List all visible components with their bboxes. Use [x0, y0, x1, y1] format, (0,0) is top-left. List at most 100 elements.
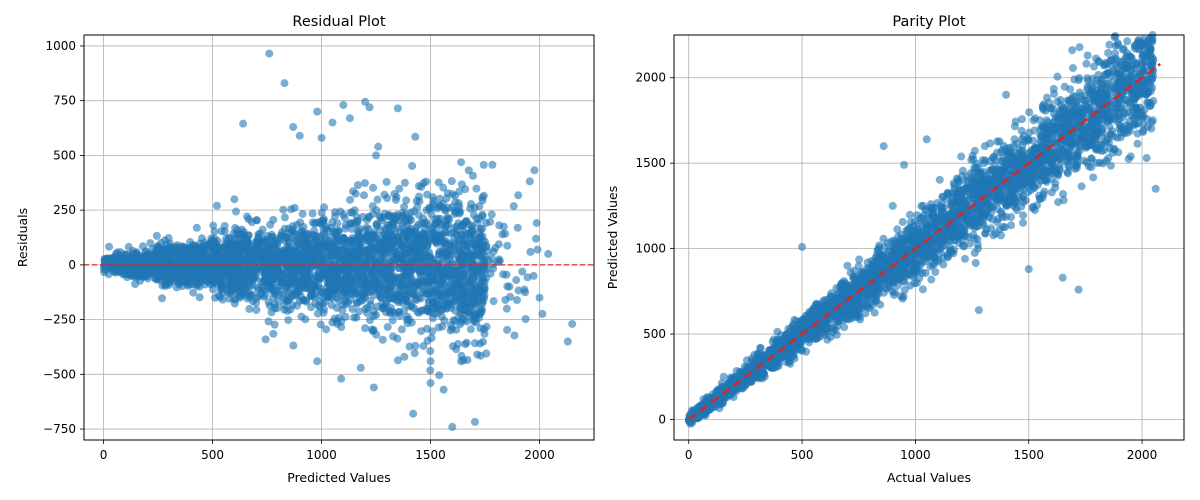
residual-point — [213, 271, 222, 280]
residual-point — [188, 271, 197, 280]
residual-point — [478, 196, 487, 205]
residual-point — [409, 409, 418, 418]
residual-point — [326, 233, 335, 242]
residual-point — [345, 114, 354, 123]
residual-point — [441, 293, 450, 302]
residual-point — [320, 239, 329, 248]
residual-point — [480, 252, 489, 261]
residual-point — [301, 283, 310, 292]
residual-point — [404, 231, 413, 240]
residual-point — [289, 122, 298, 131]
residual-point — [432, 234, 441, 243]
residual-point — [439, 183, 448, 192]
residual-point — [488, 160, 497, 169]
parity-point — [921, 268, 930, 277]
residual-point — [340, 244, 349, 253]
residual-point — [379, 268, 388, 277]
residual-y-tick-label: 250 — [53, 203, 76, 217]
residual-point — [373, 302, 382, 311]
residual-point — [470, 313, 479, 322]
residual-point — [422, 262, 431, 271]
residual-point — [295, 251, 304, 260]
residual-point — [224, 249, 233, 258]
residual-point — [334, 237, 343, 246]
residual-point — [286, 293, 295, 302]
residual-point — [473, 350, 482, 359]
residual-point — [494, 240, 503, 249]
residual-point — [373, 195, 382, 204]
residual-x-tick-label: 1000 — [306, 448, 337, 462]
residual-y-tick-label: −750 — [43, 422, 76, 436]
residual-point — [202, 252, 211, 261]
residual-point — [482, 349, 491, 358]
residual-point — [457, 357, 466, 366]
residual-point — [341, 253, 350, 262]
residual-point — [218, 276, 227, 285]
residual-point — [413, 307, 422, 316]
parity-point — [719, 372, 728, 381]
residual-point — [358, 212, 367, 221]
residual-point — [195, 293, 204, 302]
residual-point — [525, 177, 534, 186]
parity-point — [1025, 108, 1034, 117]
residual-point — [339, 263, 348, 272]
residual-point — [373, 246, 382, 255]
residual-point — [472, 184, 481, 193]
residual-point — [441, 300, 450, 309]
residual-point — [464, 166, 473, 175]
residual-point — [240, 272, 249, 281]
residual-point — [231, 207, 240, 216]
residual-point — [563, 337, 572, 346]
residual-point — [317, 208, 326, 217]
residual-point — [389, 332, 398, 341]
residual-point — [305, 246, 314, 255]
residual-point — [362, 223, 371, 232]
parity-point — [792, 317, 801, 326]
residual-point — [228, 255, 237, 264]
residual-point — [451, 293, 460, 302]
residual-point — [390, 190, 399, 199]
residual-point — [252, 265, 261, 274]
residual-point — [466, 234, 475, 243]
residual-point — [327, 251, 336, 260]
residual-point — [523, 273, 532, 282]
residual-point — [179, 253, 188, 262]
residual-point — [346, 236, 355, 245]
residual-point — [165, 269, 173, 278]
residual-point — [349, 218, 358, 227]
parity-point — [855, 255, 864, 264]
residual-point — [303, 257, 312, 266]
residual-point — [367, 272, 376, 281]
parity-point — [1075, 43, 1084, 52]
residual-point — [467, 222, 476, 231]
residual-point — [526, 247, 535, 256]
residual-point — [530, 166, 539, 175]
residual-point — [427, 333, 436, 342]
residual-point — [302, 277, 311, 286]
residual-point — [454, 339, 463, 348]
residual-x-tick-label: 0 — [100, 448, 108, 462]
residual-point — [408, 161, 417, 170]
residual-point — [403, 319, 412, 328]
residual-point — [498, 230, 507, 239]
residual-point — [390, 274, 399, 283]
residual-point — [175, 276, 184, 285]
residual-point — [476, 286, 485, 295]
residual-point — [306, 291, 315, 300]
residual-point — [394, 280, 403, 289]
residual-point — [154, 243, 163, 252]
residual-point — [398, 292, 407, 301]
residual-point — [369, 326, 378, 335]
residual-point — [434, 178, 443, 187]
residual-point — [258, 225, 267, 234]
residual-point — [105, 242, 114, 251]
residual-point — [220, 221, 229, 230]
residual-y-tick-label: −250 — [43, 313, 76, 327]
residual-point — [502, 270, 511, 279]
residual-point — [280, 305, 289, 314]
residual-point — [269, 329, 278, 338]
residual-point — [334, 252, 343, 261]
residual-point — [227, 281, 236, 290]
residual-point — [269, 215, 278, 224]
residual-point — [360, 179, 369, 188]
